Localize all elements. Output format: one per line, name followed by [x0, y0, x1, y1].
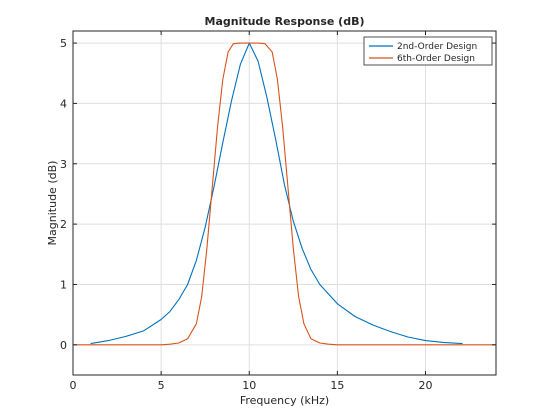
series-line-2 — [73, 42, 496, 346]
legend-box — [363, 36, 493, 66]
series-lines — [73, 42, 496, 346]
y-axis-label: Magnitude (dB) — [46, 161, 59, 246]
y-tick-label: 5 — [60, 37, 67, 50]
legend: 2nd-Order Design 6th-Order Design — [363, 36, 493, 66]
y-tick-label: 4 — [60, 97, 67, 110]
x-axis-label: Frequency (kHz) — [240, 394, 329, 407]
legend-label-1: 2nd-Order Design — [397, 42, 477, 52]
legend-label-2: 6th-Order Design — [397, 54, 475, 64]
plot-frame — [72, 30, 497, 376]
x-tick-label: 0 — [70, 379, 77, 392]
y-tick-label: 3 — [60, 158, 67, 171]
plot-area — [73, 31, 496, 375]
x-tick-label: 10 — [242, 379, 256, 392]
y-tick-label: 2 — [60, 218, 67, 231]
chart-title: Magnitude Response (dB) — [205, 15, 365, 28]
axis-ticks: 0 5 10 15 20 0 1 2 3 4 5 — [60, 31, 496, 392]
series-line-1 — [90, 42, 463, 345]
y-tick-label: 1 — [60, 278, 67, 291]
x-tick-label: 20 — [419, 379, 433, 392]
x-tick-label: 5 — [158, 379, 165, 392]
x-tick-label: 15 — [330, 379, 344, 392]
y-tick-label: 0 — [60, 339, 67, 352]
